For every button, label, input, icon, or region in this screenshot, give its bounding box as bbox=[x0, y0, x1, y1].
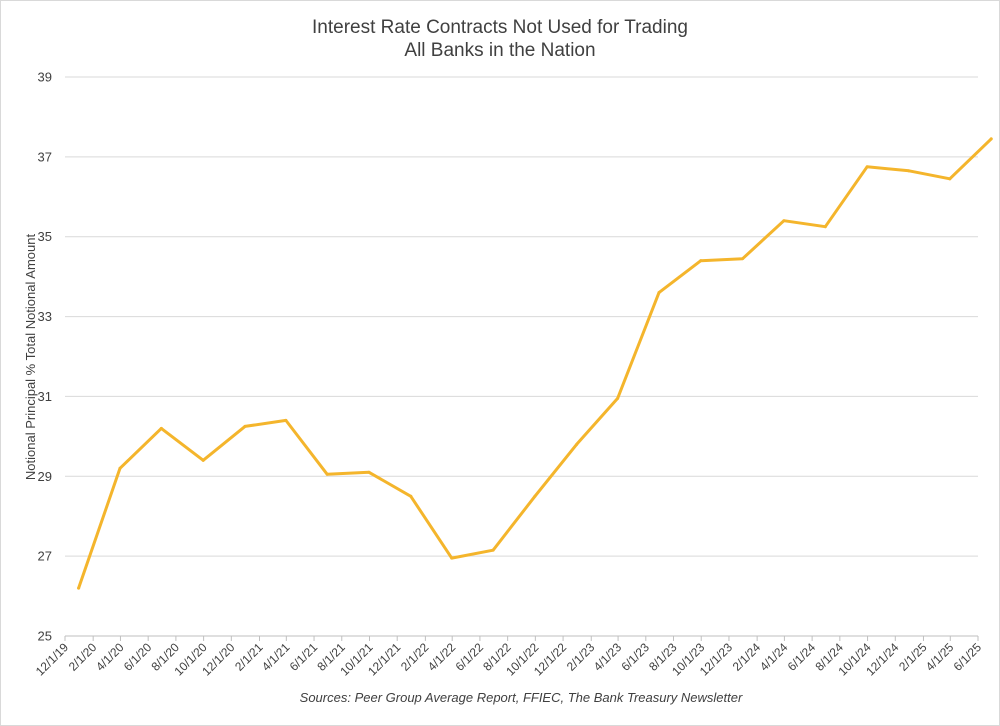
x-tick-label: 12/1/19 bbox=[33, 640, 71, 678]
y-tick-label: 39 bbox=[38, 70, 52, 85]
x-tick-label: 6/1/25 bbox=[951, 640, 985, 674]
x-tick-label: 2/1/22 bbox=[398, 640, 432, 674]
data-point bbox=[699, 259, 703, 263]
data-point bbox=[243, 424, 247, 428]
x-tick-label: 4/1/20 bbox=[93, 640, 127, 674]
data-point bbox=[77, 586, 81, 590]
y-tick-label: 37 bbox=[38, 149, 52, 164]
data-point bbox=[741, 257, 745, 261]
data-point bbox=[325, 472, 329, 476]
data-point bbox=[367, 470, 371, 474]
chart-title-line-1: Interest Rate Contracts Not Used for Tra… bbox=[312, 17, 688, 38]
data-point bbox=[159, 426, 163, 430]
data-point bbox=[533, 494, 537, 498]
data-point bbox=[575, 442, 579, 446]
series-layer bbox=[77, 137, 993, 590]
x-tick-label: 6/1/20 bbox=[121, 640, 155, 674]
x-tick-label: 2/1/25 bbox=[896, 640, 930, 674]
x-tick-label: 4/1/25 bbox=[923, 640, 957, 674]
x-tick-label: 6/1/23 bbox=[618, 640, 652, 674]
x-tick-label: 2/1/20 bbox=[66, 640, 100, 674]
data-point bbox=[657, 291, 661, 295]
x-tick-label: 2/1/21 bbox=[232, 640, 266, 674]
data-point bbox=[118, 466, 122, 470]
x-tick-label: 4/1/21 bbox=[259, 640, 293, 674]
x-tick-label: 2/1/23 bbox=[564, 640, 598, 674]
x-tick-label: 4/1/24 bbox=[757, 640, 791, 674]
data-point bbox=[201, 458, 205, 462]
y-axis-label: Notional Principal % Total Notional Amou… bbox=[23, 234, 38, 481]
x-tick-label: 6/1/22 bbox=[453, 640, 487, 674]
y-tick-label: 35 bbox=[38, 229, 52, 244]
gridlines bbox=[65, 76, 978, 557]
x-tick-label: 6/1/24 bbox=[785, 640, 819, 674]
data-point bbox=[823, 225, 827, 229]
x-tick-label: 6/1/21 bbox=[287, 640, 321, 674]
x-tick-label: 4/1/22 bbox=[425, 640, 459, 674]
x-axis-ticks: 12/1/192/1/204/1/206/1/208/1/2010/1/2012… bbox=[33, 636, 984, 678]
y-tick-label: 29 bbox=[38, 469, 52, 484]
y-tick-label: 25 bbox=[38, 629, 52, 644]
source-note: Sources: Peer Group Average Report, FFIE… bbox=[300, 690, 743, 705]
data-point bbox=[409, 494, 413, 498]
data-point bbox=[907, 169, 911, 173]
data-point bbox=[284, 418, 288, 422]
series-line bbox=[77, 137, 993, 590]
y-tick-label: 31 bbox=[38, 389, 52, 404]
y-tick-label: 33 bbox=[38, 309, 52, 324]
data-point bbox=[616, 396, 620, 400]
data-point bbox=[948, 177, 952, 181]
y-axis-ticks: 25 27 29 31 33 35 37 39 bbox=[38, 70, 52, 644]
x-tick-label: 2/1/24 bbox=[730, 640, 764, 674]
data-point bbox=[782, 219, 786, 223]
data-point bbox=[491, 548, 495, 552]
chart-title-line-2: All Banks in the Nation bbox=[404, 40, 595, 61]
data-point bbox=[989, 137, 993, 141]
y-tick-label: 27 bbox=[38, 549, 52, 564]
data-point bbox=[450, 556, 454, 560]
data-point bbox=[865, 165, 869, 169]
x-tick-label: 4/1/23 bbox=[591, 640, 625, 674]
